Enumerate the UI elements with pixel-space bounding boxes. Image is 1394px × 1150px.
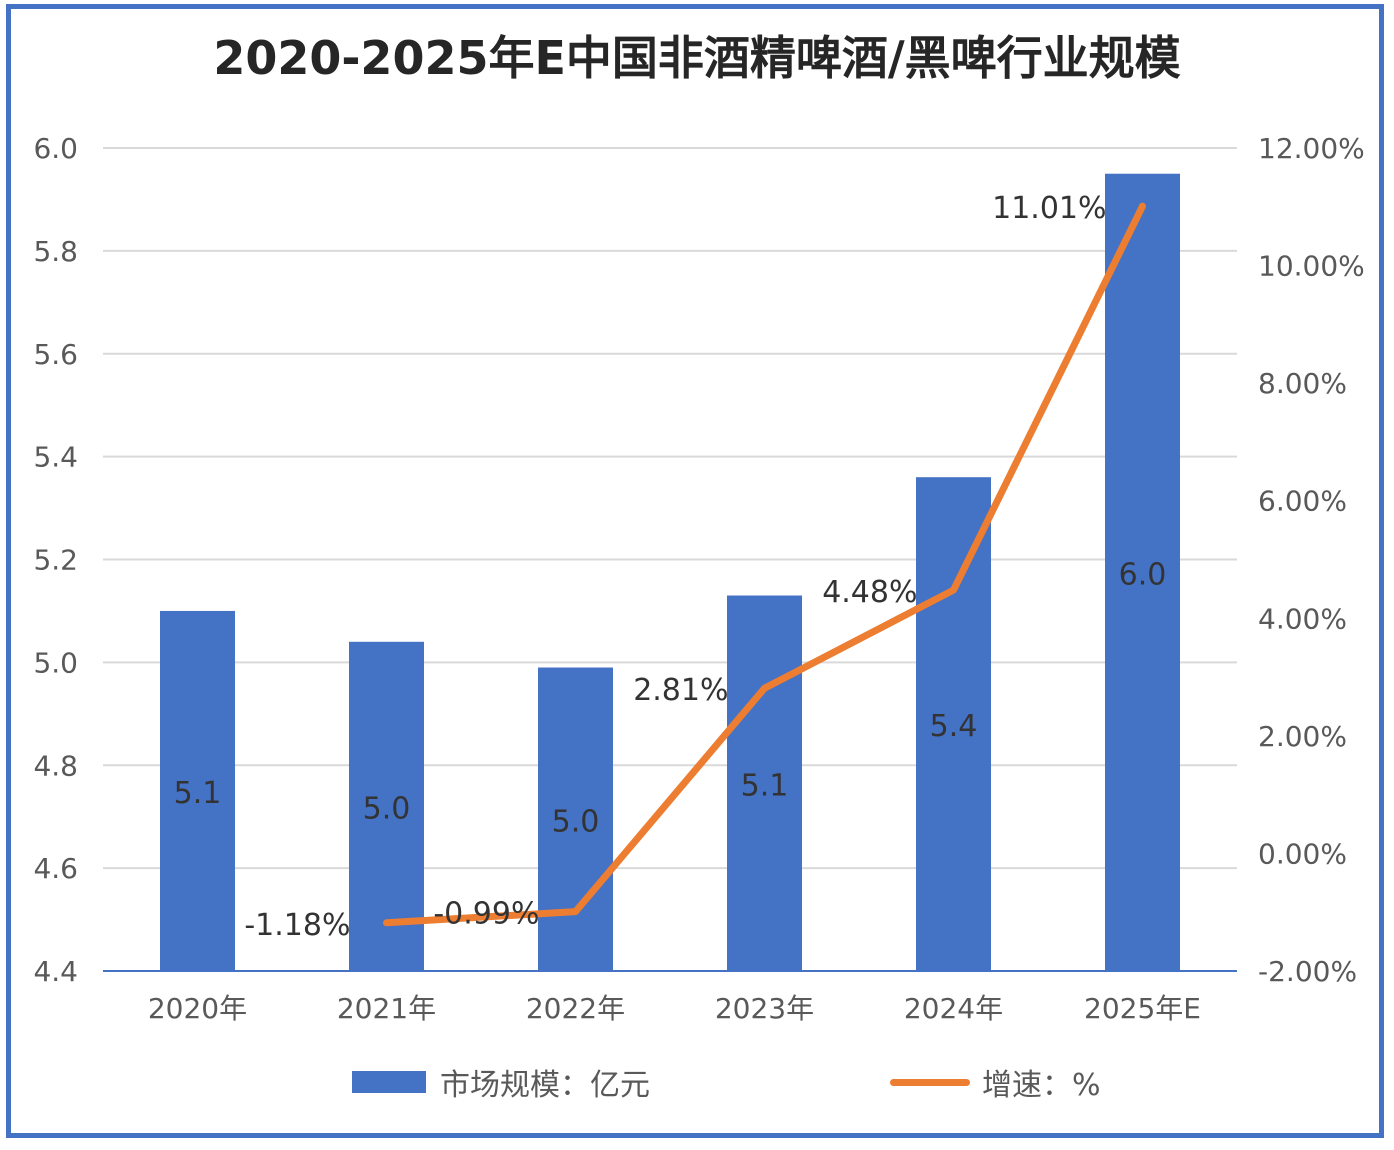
y-left-tick-label: 4.8 (33, 749, 78, 782)
y-right-tick-label: 4.00% (1258, 602, 1347, 635)
y-right-tick-label: -2.00% (1258, 955, 1357, 988)
growth-line (383, 202, 1146, 927)
bar (916, 477, 991, 971)
legend-item-growth: 增速：% (890, 1060, 1101, 1104)
bar-data-label: 5.1 (174, 776, 222, 811)
y-left-tick-label: 6.0 (33, 132, 78, 165)
legend-swatch-bar (352, 1071, 426, 1093)
line-data-label: 2.81% (633, 673, 728, 708)
legend-label: 市场规模：亿元 (440, 1068, 650, 1103)
y-left-tick-label: 5.6 (33, 338, 78, 371)
chart-title: 2020-2025年E中国非酒精啤酒/黑啤行业规模 (213, 31, 1181, 85)
x-tick-label: 2023年 (715, 992, 814, 1025)
bar-data-label: 6.0 (1119, 557, 1167, 592)
bar (727, 595, 802, 971)
bar (1105, 173, 1180, 971)
y-right-tick-label: 2.00% (1258, 720, 1347, 753)
x-tick-label: 2024年 (904, 992, 1003, 1025)
x-tick-label: 2022年 (526, 992, 625, 1025)
y-left-tick-label: 4.4 (33, 955, 78, 988)
line-data-label: 4.48% (822, 575, 917, 610)
legend-label: 增速：% (982, 1068, 1101, 1103)
y-right-tick-label: 0.00% (1258, 837, 1347, 870)
bar-data-label: 5.4 (930, 709, 978, 744)
bar (160, 610, 235, 971)
y-right-tick-label: 8.00% (1258, 367, 1347, 400)
y-right-tick-label: 6.00% (1258, 485, 1347, 518)
y-right-tick-label: 12.00% (1258, 132, 1365, 165)
bar-data-label: 5.1 (741, 768, 789, 803)
bar (349, 641, 424, 971)
line-data-label: -1.18% (244, 908, 350, 943)
line-data-label: 11.01% (992, 191, 1106, 226)
y-left-tick-label: 5.2 (33, 544, 78, 577)
y-left-tick-label: 5.4 (33, 441, 78, 474)
line-data-label: -0.99% (433, 897, 539, 932)
bar-data-label: 5.0 (363, 791, 411, 826)
bar (538, 667, 613, 971)
legend: 市场规模：亿元 增速：% (0, 1060, 1394, 1103)
chart-frame (6, 4, 1384, 1138)
legend-item-market-size: 市场规模：亿元 (352, 1060, 650, 1104)
x-tick-label: 2025年E (1084, 992, 1201, 1025)
y-left-tick-label: 5.8 (33, 235, 78, 268)
x-tick-label: 2020年 (148, 992, 247, 1025)
y-left-tick-label: 4.6 (33, 852, 78, 885)
legend-swatch-line (890, 1078, 970, 1086)
y-left-tick-label: 5.0 (33, 646, 78, 679)
x-tick-label: 2021年 (337, 992, 436, 1025)
y-right-tick-label: 10.00% (1258, 250, 1365, 283)
bar-data-label: 5.0 (552, 804, 600, 839)
